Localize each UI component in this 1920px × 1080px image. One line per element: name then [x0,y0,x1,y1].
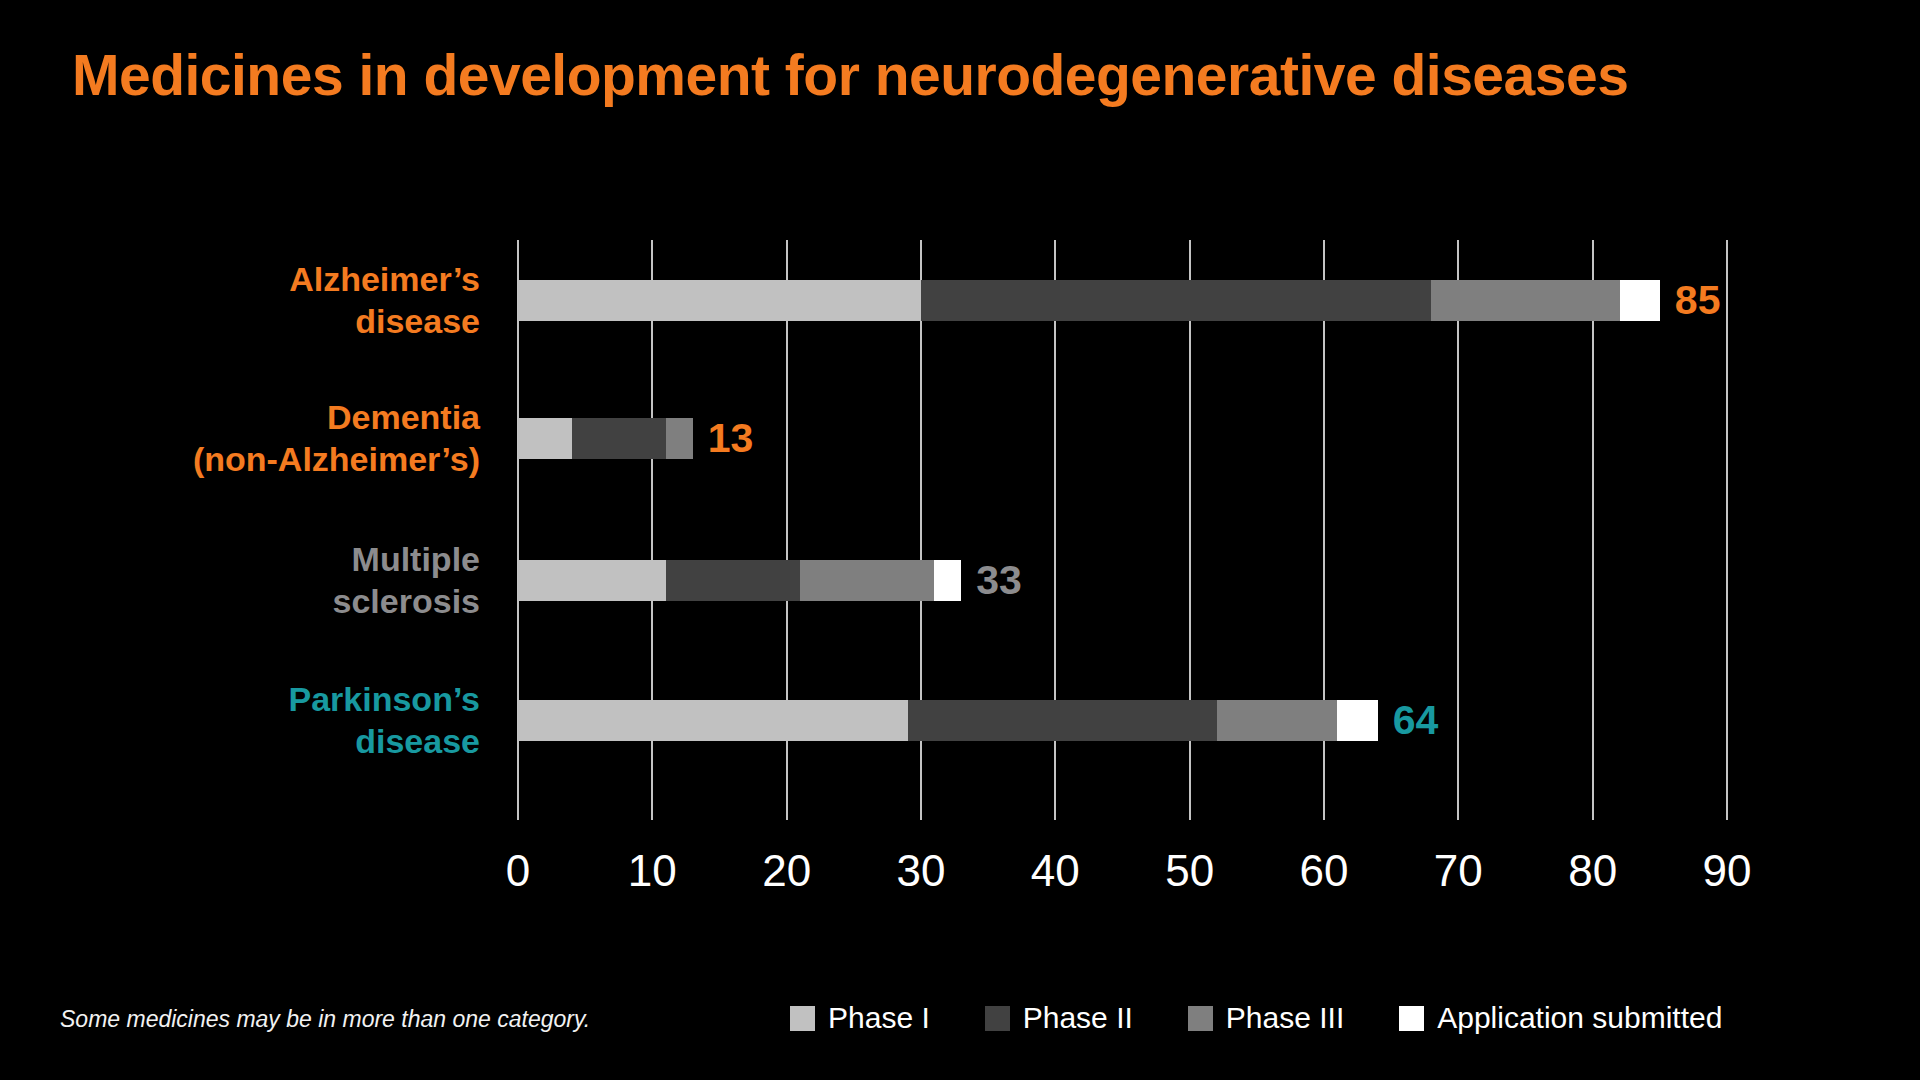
bar-segment-application-submitted [934,560,961,601]
legend-label: Phase III [1226,1001,1344,1035]
category-label-1: Alzheimer’sdisease [0,258,480,342]
legend-swatch-icon [790,1006,815,1031]
x-tick-label-90: 90 [1667,846,1787,896]
x-tick-label-30: 30 [861,846,981,896]
legend: Phase I Phase II Phase III Application subm… [790,1000,1722,1036]
gridline-90 [1726,240,1728,820]
x-tick-label-40: 40 [995,846,1115,896]
category-label-line: (non-Alzheimer’s) [0,438,480,480]
x-tick-label-10: 10 [592,846,712,896]
legend-label: Phase II [1023,1001,1133,1035]
bar-segment-phase-i [518,560,666,601]
bar-3 [518,560,961,601]
legend-label: Phase I [828,1001,930,1035]
bar-1 [518,280,1660,321]
bar-segment-phase-ii [666,560,800,601]
category-label-2: Dementia(non-Alzheimer’s) [0,396,480,480]
bar-segment-application-submitted [1337,700,1377,741]
bar-segment-phase-ii [921,280,1431,321]
category-label-3: Multiplesclerosis [0,538,480,622]
legend-swatch-icon [1188,1006,1213,1031]
bar-segment-phase-i [518,418,572,459]
gridline-70 [1457,240,1459,820]
category-label-line: Dementia [0,396,480,438]
bar-segment-phase-iii [800,560,934,601]
bar-2 [518,418,693,459]
bar-segment-phase-iii [666,418,693,459]
bar-4 [518,700,1378,741]
legend-item-phase-ii: Phase II [985,1001,1133,1035]
legend-item-application-submitted: Application submitted [1399,1001,1722,1035]
category-label-line: disease [0,300,480,342]
category-label-4: Parkinson’sdisease [0,678,480,762]
footnote: Some medicines may be in more than one c… [60,1006,590,1033]
bar-segment-phase-i [518,700,908,741]
x-tick-label-80: 80 [1533,846,1653,896]
plot-area: 010203040506070809085133364 [518,240,1727,820]
bar-segment-phase-ii [572,418,666,459]
gridline-80 [1592,240,1594,820]
infographic-slide: Medicines in development for neurodegene… [0,0,1920,1080]
bar-total-label: 33 [976,558,1022,602]
category-label-line: disease [0,720,480,762]
category-label-line: Alzheimer’s [0,258,480,300]
bar-segment-phase-iii [1217,700,1338,741]
bar-total-label: 85 [1675,278,1721,322]
x-tick-label-70: 70 [1398,846,1518,896]
x-tick-label-60: 60 [1264,846,1384,896]
legend-item-phase-iii: Phase III [1188,1001,1344,1035]
legend-label: Application submitted [1437,1001,1722,1035]
legend-item-phase-i: Phase I [790,1001,930,1035]
bar-segment-application-submitted [1620,280,1660,321]
legend-swatch-icon [1399,1006,1424,1031]
category-label-line: Multiple [0,538,480,580]
category-labels: Alzheimer’sdiseaseDementia(non-Alzheimer… [0,0,480,1080]
bar-total-label: 13 [708,416,754,460]
bar-segment-phase-iii [1431,280,1619,321]
category-label-line: sclerosis [0,580,480,622]
x-tick-label-20: 20 [727,846,847,896]
bar-total-label: 64 [1393,698,1439,742]
x-tick-label-50: 50 [1130,846,1250,896]
bar-segment-phase-i [518,280,921,321]
legend-swatch-icon [985,1006,1010,1031]
bar-segment-phase-ii [908,700,1217,741]
category-label-line: Parkinson’s [0,678,480,720]
